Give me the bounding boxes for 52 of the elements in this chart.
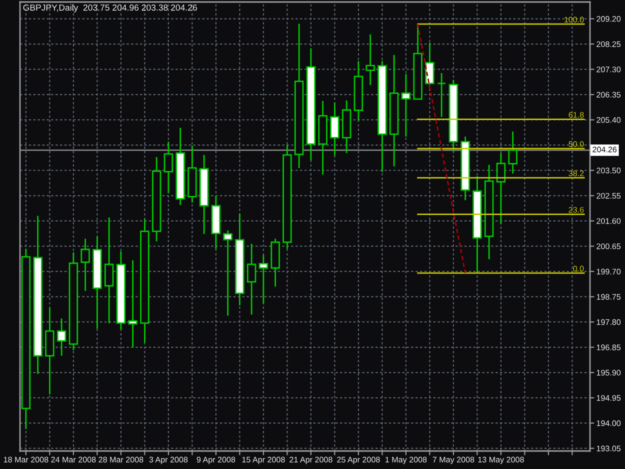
y-tick-label: 198.75 — [596, 294, 621, 300]
candlestick — [401, 73, 411, 138]
ref-line-label: 204.26 — [592, 146, 617, 152]
y-tick-label: 202.55 — [596, 192, 621, 199]
x-tick-label: 1 May 2008 — [386, 456, 427, 464]
series-label: 100.0 — [564, 16, 584, 22]
y-tick-label: 206.35 — [596, 92, 621, 98]
candlestick — [246, 243, 256, 316]
series-label: 38.2 — [568, 170, 584, 176]
series-label: 61.8 — [568, 112, 584, 118]
candlestick — [425, 42, 434, 85]
series-label: 0.0 — [573, 266, 584, 272]
y-tick-label: 199.70 — [596, 268, 621, 274]
y-tick-label: 196.85 — [596, 344, 621, 350]
candlestick — [104, 216, 114, 324]
candlestick — [496, 152, 506, 225]
y-tick-label: 205.40 — [596, 117, 621, 123]
y-tick-label: 203.50 — [596, 168, 621, 174]
x-tick-label: 13 May 2008 — [478, 456, 524, 464]
candlestick — [330, 102, 340, 156]
x-tick-label: 3 Apr 2008 — [149, 456, 188, 464]
y-tick-label: 201.60 — [596, 218, 621, 224]
y-tick-label: 197.80 — [596, 319, 621, 325]
candlestick — [128, 260, 138, 348]
candlestick — [436, 72, 446, 118]
y-tick-label: 209.20 — [596, 16, 621, 22]
x-tick-label: 15 Apr 2008 — [242, 456, 285, 464]
line-series — [417, 23, 466, 274]
x-tick-label: 9 Apr 2008 — [196, 456, 236, 464]
candlestick — [80, 238, 90, 292]
candlestick — [56, 318, 66, 356]
y-tick-label: 200.65 — [596, 243, 621, 250]
candlestick — [223, 230, 232, 316]
x-tick-label: 24 Mar 2008 — [51, 456, 96, 462]
candlestick — [258, 254, 268, 304]
y-tick-label: 194.95 — [596, 395, 621, 401]
chart-title: GBPJPY,Daily 203.75 204.96 203.38 204.26 — [23, 4, 197, 12]
x-tick-label: 7 May 2008 — [432, 456, 474, 464]
series-label: 50.0 — [568, 141, 584, 147]
candlestick — [164, 140, 174, 194]
x-tick-label: 18 Mar 2008 — [4, 456, 48, 462]
y-tick-label: 195.90 — [596, 370, 621, 376]
y-tick-label: 208.25 — [596, 41, 621, 48]
y-tick-label: 193.05 — [596, 446, 621, 452]
candlestick — [366, 34, 375, 86]
y-tick-label: 194.00 — [596, 420, 621, 426]
x-tick-label: 25 Apr 2008 — [337, 456, 380, 464]
candlestick — [508, 130, 518, 174]
x-tick-label: 28 Mar 2008 — [98, 456, 144, 462]
y-tick-label: 207.30 — [596, 66, 621, 72]
series-label: 23.6 — [568, 206, 584, 213]
x-tick-label: 21 Apr 2008 — [290, 456, 332, 464]
